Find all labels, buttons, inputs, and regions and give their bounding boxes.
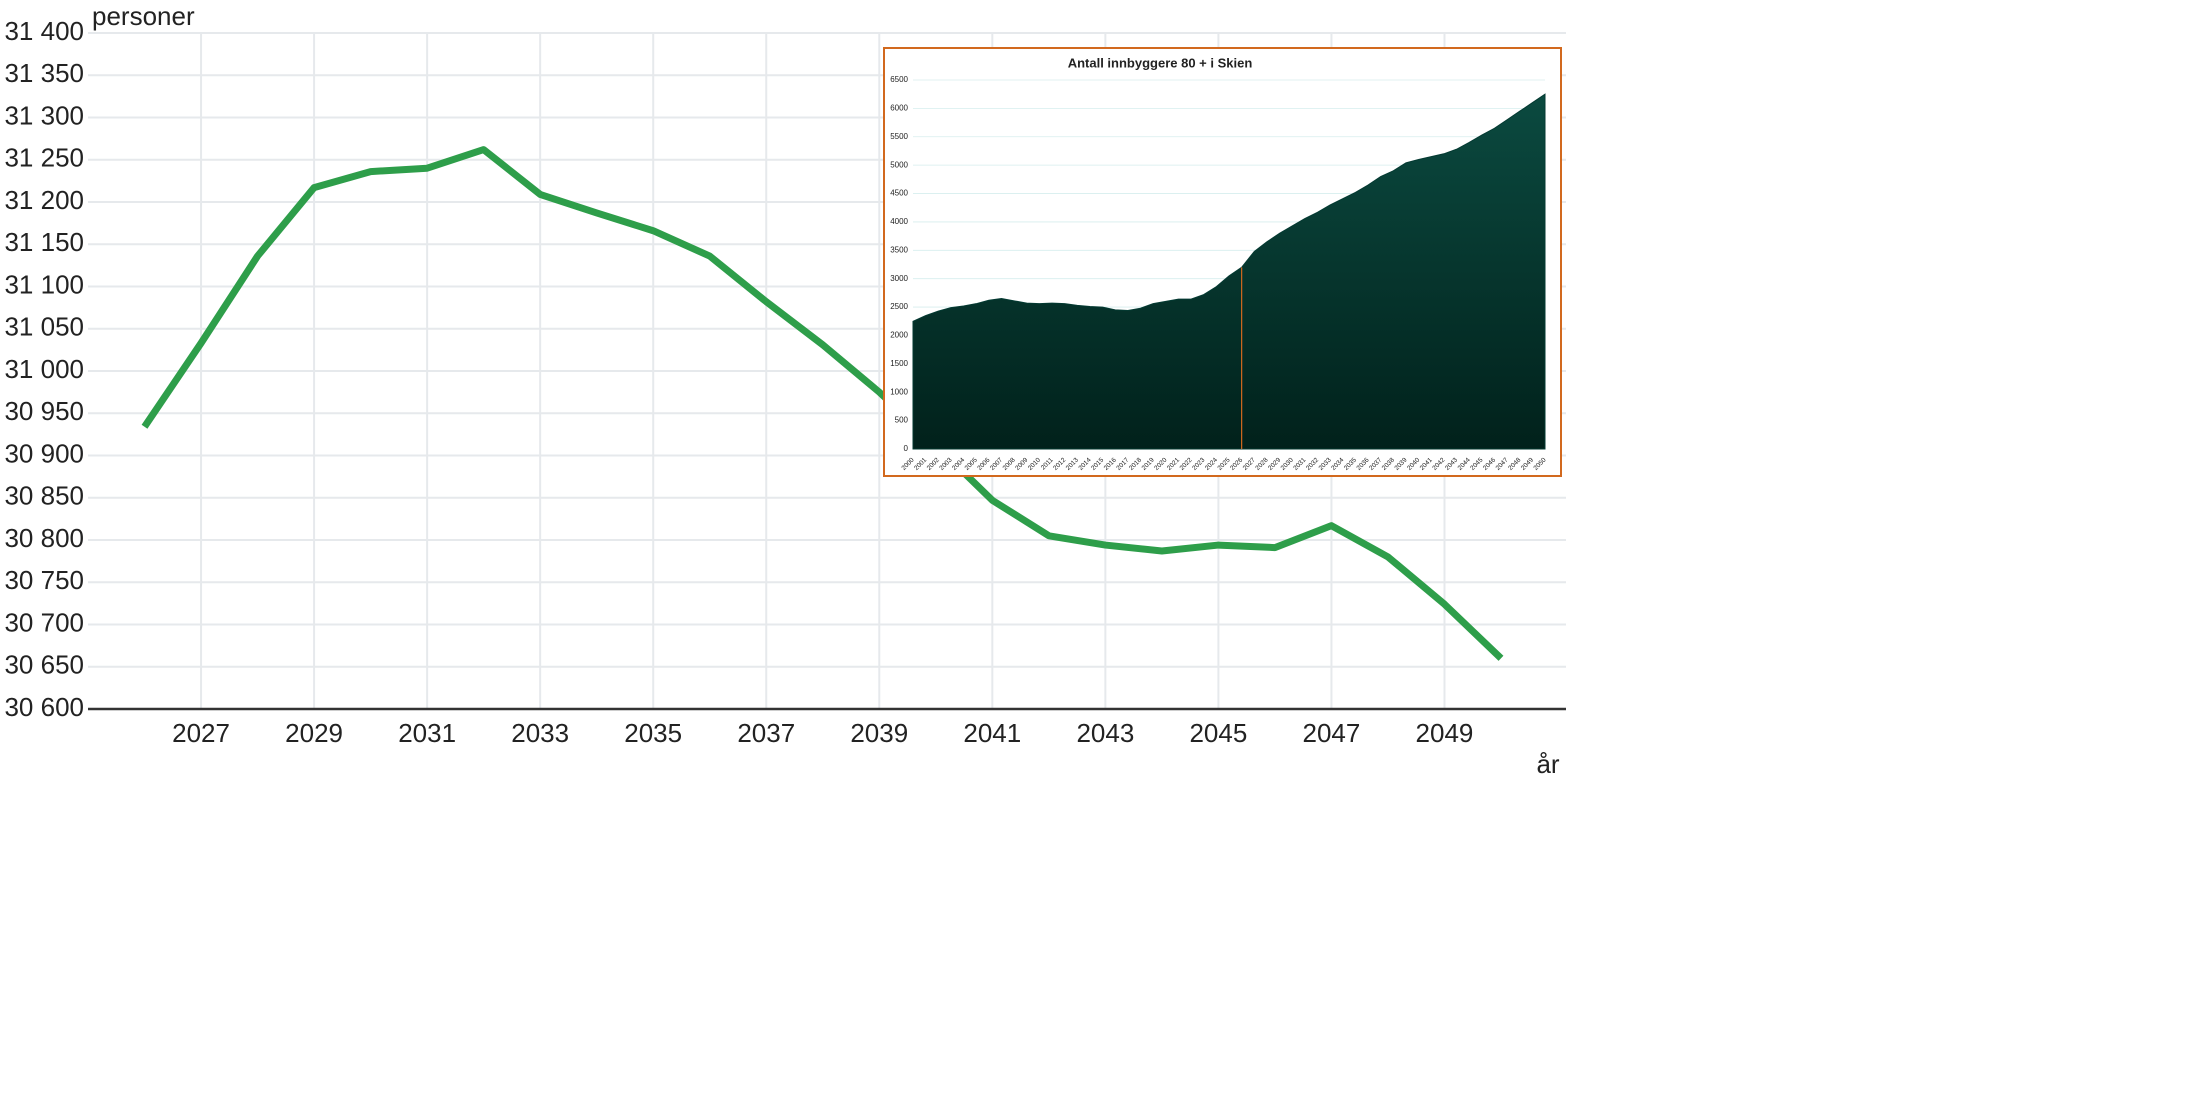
y-tick-label: 500 [895, 416, 909, 425]
x-tick-label: 2029 [285, 718, 343, 748]
y-tick-label: 30 850 [4, 481, 84, 511]
y-tick-label: 31 200 [4, 185, 84, 215]
y-tick-label: 31 350 [4, 58, 84, 88]
x-tick-label: 2039 [850, 718, 908, 748]
x-tick-label: 2031 [398, 718, 456, 748]
y-tick-label: 0 [904, 444, 909, 453]
x-tick-label: 2049 [1416, 718, 1474, 748]
y-tick-label: 30 800 [4, 523, 84, 553]
y-tick-label: 1500 [890, 359, 908, 368]
y-tick-label: 1000 [890, 387, 908, 396]
y-tick-label: 31 300 [4, 100, 84, 130]
y-tick-label: 31 100 [4, 269, 84, 299]
y-tick-label: 30 650 [4, 650, 84, 680]
chart-title: Antall innbyggere 80 + i Skien [1068, 55, 1253, 70]
x-tick-label: 2035 [624, 718, 682, 748]
y-axis-label: personer [92, 1, 195, 31]
x-axis-label: år [1536, 749, 1559, 779]
y-tick-label: 3500 [890, 245, 908, 254]
x-tick-label: 2045 [1189, 718, 1247, 748]
x-tick-label: 2041 [963, 718, 1021, 748]
y-tick-label: 2000 [890, 331, 908, 340]
y-tick-label: 30 900 [4, 438, 84, 468]
y-tick-label: 30 600 [4, 692, 84, 722]
data-area [912, 93, 1546, 450]
y-tick-label: 31 150 [4, 227, 84, 257]
x-tick-label: 2047 [1303, 718, 1361, 748]
y-tick-label: 3000 [890, 274, 908, 283]
y-tick-label: 30 750 [4, 565, 84, 595]
y-tick-label: 4500 [890, 189, 908, 198]
y-tick-label: 5500 [890, 132, 908, 141]
x-tick-label: 2033 [511, 718, 569, 748]
x-tick-label: 2043 [1076, 718, 1134, 748]
y-tick-label: 4000 [890, 217, 908, 226]
y-tick-label: 30 700 [4, 607, 84, 637]
y-tick-label: 31 000 [4, 354, 84, 384]
y-tick-label: 6000 [890, 103, 908, 112]
y-tick-label: 5000 [890, 160, 908, 169]
y-tick-label: 31 250 [4, 143, 84, 173]
y-tick-label: 2500 [890, 302, 908, 311]
y-tick-label: 6500 [890, 75, 908, 84]
y-tick-label: 31 050 [4, 312, 84, 342]
x-tick-label: 2037 [737, 718, 795, 748]
data-line [141, 146, 1504, 661]
y-tick-label: 31 400 [4, 16, 84, 46]
x-tick-label: 2027 [172, 718, 230, 748]
y-tick-label: 30 950 [4, 396, 84, 426]
